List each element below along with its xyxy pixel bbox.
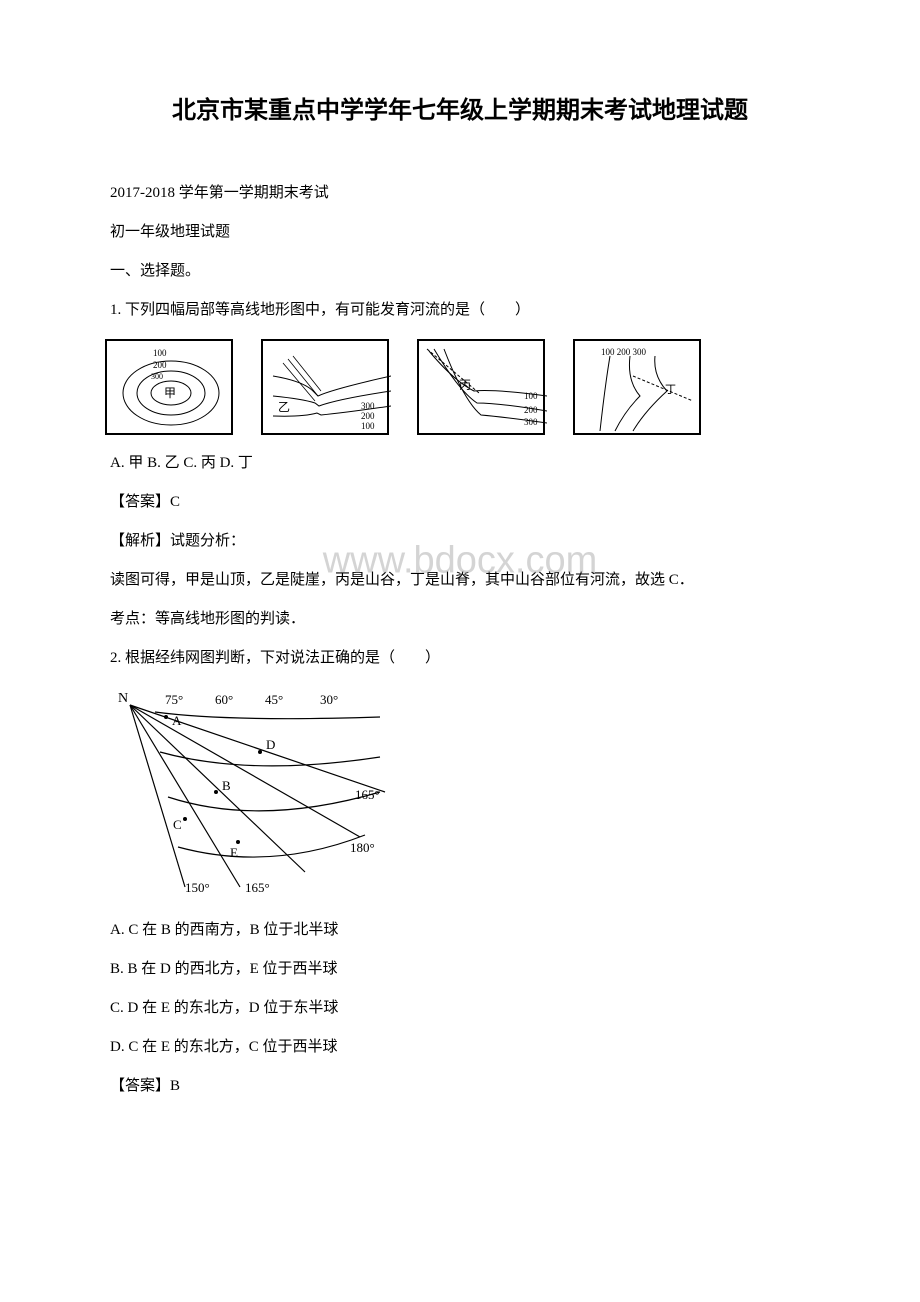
point-label: E [230,845,238,860]
diagram-yi: 乙 300 200 100 [261,339,389,435]
point-label: B [222,778,231,793]
contour-yi-svg: 乙 300 200 100 [263,341,391,437]
contour-label: 300 [361,401,375,411]
pole-label: N [118,691,128,706]
latlon-grid-svg: N 75° 60° 45° 30° 165° 180° 150° 165° A … [110,687,400,897]
contour-label: 300 [524,417,538,427]
q1-answer: 【答案】C [80,489,840,516]
point-label: C [173,817,182,832]
q1-analysis-label: 【解析】试题分析： [80,528,840,555]
diagram-ding: 100 200 300 丁 [573,339,701,435]
contour-label: 200 [361,411,375,421]
q2-option-d: D. C 在 E 的东北方，C 位于西半球 [80,1034,840,1061]
q1-diagrams: 100 200 300 甲 乙 300 200 100 丙 100 200 30 [105,339,840,435]
contour-label: 100 [361,421,375,431]
q2-option-b: B. B 在 D 的西北方，E 位于西半球 [80,956,840,983]
q1-point: 考点：等高线地形图的判读． [80,606,840,633]
parallel-label: 165° [245,880,270,895]
parallel-label: 180° [350,840,375,855]
meridian-label: 75° [165,692,183,707]
q2-option-c: C. D 在 E 的东北方，D 位于东半球 [80,995,840,1022]
intro-line-1: 2017-2018 学年第一学期期末考试 [80,180,840,207]
q1-options: A. 甲 B. 乙 C. 丙 D. 丁 [80,450,840,477]
q1-question: 1. 下列四幅局部等高线地形图中，有可能发育河流的是（ ） [80,297,840,324]
contour-bing-svg: 丙 100 200 300 [419,341,547,437]
contour-label: 100 [153,348,167,358]
diagram-jia: 100 200 300 甲 [105,339,233,435]
q1-analysis: 读图可得，甲是山顶，乙是陡崖，丙是山谷，丁是山脊，其中山谷部位有河流，故选 C． [80,567,840,594]
contour-jia-svg: 100 200 300 甲 [107,341,235,437]
meridian-label: 60° [215,692,233,707]
point-label: D [266,737,275,752]
intro-line-2: 初一年级地理试题 [80,219,840,246]
contour-label: 100 [524,391,538,401]
q2-grid-diagram: N 75° 60° 45° 30° 165° 180° 150° 165° A … [110,687,840,902]
page-title: 北京市某重点中学学年七年级上学期期末考试地理试题 [80,90,840,125]
q2-question: 2. 根据经纬网图判断，下对说法正确的是（ ） [80,645,840,672]
point-label: A [172,713,182,728]
meridian-label: 45° [265,692,283,707]
q2-option-a: A. C 在 B 的西南方，B 位于北半球 [80,917,840,944]
parallel-label: 165° [355,787,380,802]
contour-label: 200 [524,405,538,415]
contour-label: 200 [153,360,167,370]
section-heading: 一、选择题。 [80,258,840,285]
q2-answer: 【答案】B [80,1073,840,1100]
diagram-label: 甲 [164,386,176,400]
contour-ding-svg: 100 200 300 丁 [575,341,703,437]
diagram-label: 乙 [278,400,290,414]
diagram-label: 丙 [459,378,471,392]
contour-label: 100 200 300 [601,347,647,357]
parallel-label: 150° [185,880,210,895]
diagram-label: 丁 [665,384,676,396]
contour-label: 300 [151,372,163,381]
meridian-label: 30° [320,692,338,707]
diagram-bing: 丙 100 200 300 [417,339,545,435]
